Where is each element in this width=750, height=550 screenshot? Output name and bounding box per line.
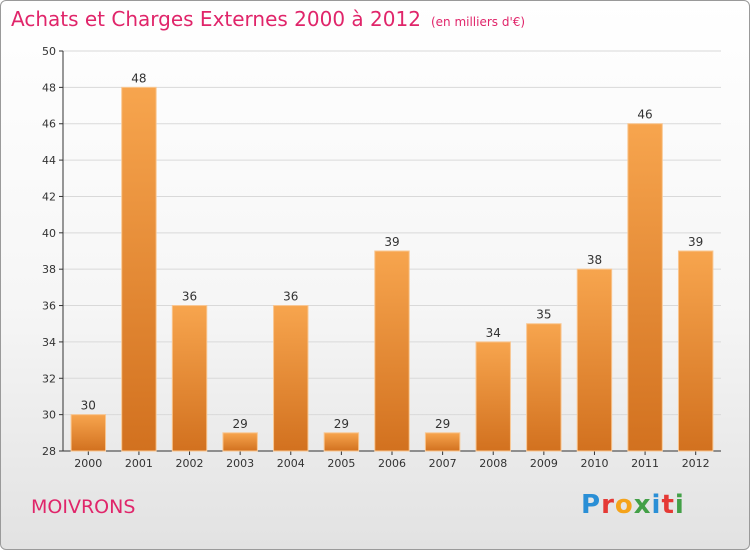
- proxiti-logo: Proxiti: [581, 490, 685, 520]
- y-tick-label: 32: [42, 372, 56, 385]
- chart-title-main: Achats et Charges Externes 2000 à 2012: [11, 7, 421, 31]
- x-tick-label: 2001: [125, 457, 153, 470]
- y-tick-label: 50: [42, 45, 56, 58]
- bar: [374, 250, 410, 452]
- x-tick-label: 2011: [631, 457, 659, 470]
- y-tick-label: 30: [42, 409, 56, 422]
- bar: [526, 323, 562, 452]
- x-tick-label: 2007: [429, 457, 457, 470]
- data-label: 29: [334, 417, 349, 431]
- y-tick-label: 40: [42, 227, 56, 240]
- y-tick-label: 42: [42, 190, 56, 203]
- y-tick-label: 46: [42, 118, 56, 131]
- logo-letter: i: [651, 490, 662, 520]
- x-tick-label: 2003: [226, 457, 254, 470]
- bar: [475, 341, 511, 452]
- data-label: 36: [283, 290, 298, 304]
- bar: [424, 432, 461, 452]
- logo-letter: i: [674, 490, 685, 520]
- x-tick-label: 2012: [682, 457, 710, 470]
- data-label: 34: [486, 326, 501, 340]
- chart-title-unit: (en milliers d'€): [430, 15, 526, 29]
- y-tick-label: 34: [42, 336, 56, 349]
- x-tick-label: 2002: [176, 457, 204, 470]
- bar: [171, 305, 208, 452]
- logo-letter: r: [601, 490, 615, 520]
- x-tick-label: 2000: [74, 457, 102, 470]
- x-tick-label: 2008: [479, 457, 507, 470]
- data-label: 35: [536, 308, 551, 322]
- labels: 28 30 32 34 36 38 40 42 44 46 48 50 30 2000 48 2001 36 20…: [42, 45, 710, 470]
- data-label: 29: [233, 417, 248, 431]
- data-label: 30: [81, 399, 96, 413]
- data-label: 39: [688, 235, 703, 249]
- data-label: 39: [384, 235, 399, 249]
- bar: [576, 268, 613, 452]
- bar: [70, 414, 107, 452]
- y-tick-label: 44: [42, 154, 56, 167]
- chart-title: Achats et Charges Externes 2000 à 2012 (e…: [11, 7, 525, 31]
- bar: [273, 305, 309, 452]
- data-label: 38: [587, 253, 602, 267]
- logo-letter: t: [661, 490, 675, 520]
- data-label: 29: [435, 417, 450, 431]
- data-label: 46: [637, 108, 652, 122]
- commune-name: MOIVRONS: [31, 496, 136, 518]
- x-tick-label: 2010: [580, 457, 608, 470]
- bar: [627, 123, 663, 452]
- data-label: 48: [131, 71, 146, 85]
- y-tick-label: 36: [42, 300, 56, 313]
- bar: [222, 432, 258, 452]
- data-label: 36: [182, 290, 197, 304]
- x-tick-label: 2005: [327, 457, 355, 470]
- x-tick-label: 2006: [378, 457, 406, 470]
- bar: [677, 250, 714, 452]
- x-tick-label: 2004: [277, 457, 305, 470]
- bars: [70, 86, 714, 452]
- y-tick-label: 48: [42, 81, 56, 94]
- bar: [323, 432, 360, 452]
- bar: [121, 86, 157, 452]
- y-tick-label: 38: [42, 263, 56, 276]
- y-tick-label: 28: [42, 445, 56, 458]
- logo-letter: P: [581, 490, 602, 520]
- x-tick-label: 2009: [530, 457, 558, 470]
- logo-letter: o: [614, 490, 634, 520]
- logo-letter: x: [633, 490, 652, 520]
